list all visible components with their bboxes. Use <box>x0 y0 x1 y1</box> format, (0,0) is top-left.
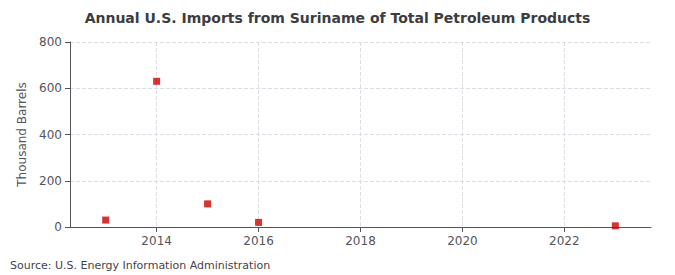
svg-text:2020: 2020 <box>447 234 478 248</box>
svg-text:Thousand Barrels: Thousand Barrels <box>15 82 29 187</box>
svg-text:2022: 2022 <box>549 234 580 248</box>
svg-text:Source: U.S. Energy Informatio: Source: U.S. Energy Information Administ… <box>10 259 270 272</box>
svg-text:2018: 2018 <box>345 234 376 248</box>
svg-text:Annual U.S. Imports from Surin: Annual U.S. Imports from Suriname of Tot… <box>85 10 591 26</box>
svg-text:400: 400 <box>39 128 62 142</box>
svg-text:2014: 2014 <box>141 234 172 248</box>
svg-text:200: 200 <box>39 174 62 188</box>
svg-text:0: 0 <box>54 220 62 234</box>
svg-text:600: 600 <box>39 81 62 95</box>
svg-text:2016: 2016 <box>243 234 274 248</box>
svg-text:800: 800 <box>39 35 62 49</box>
